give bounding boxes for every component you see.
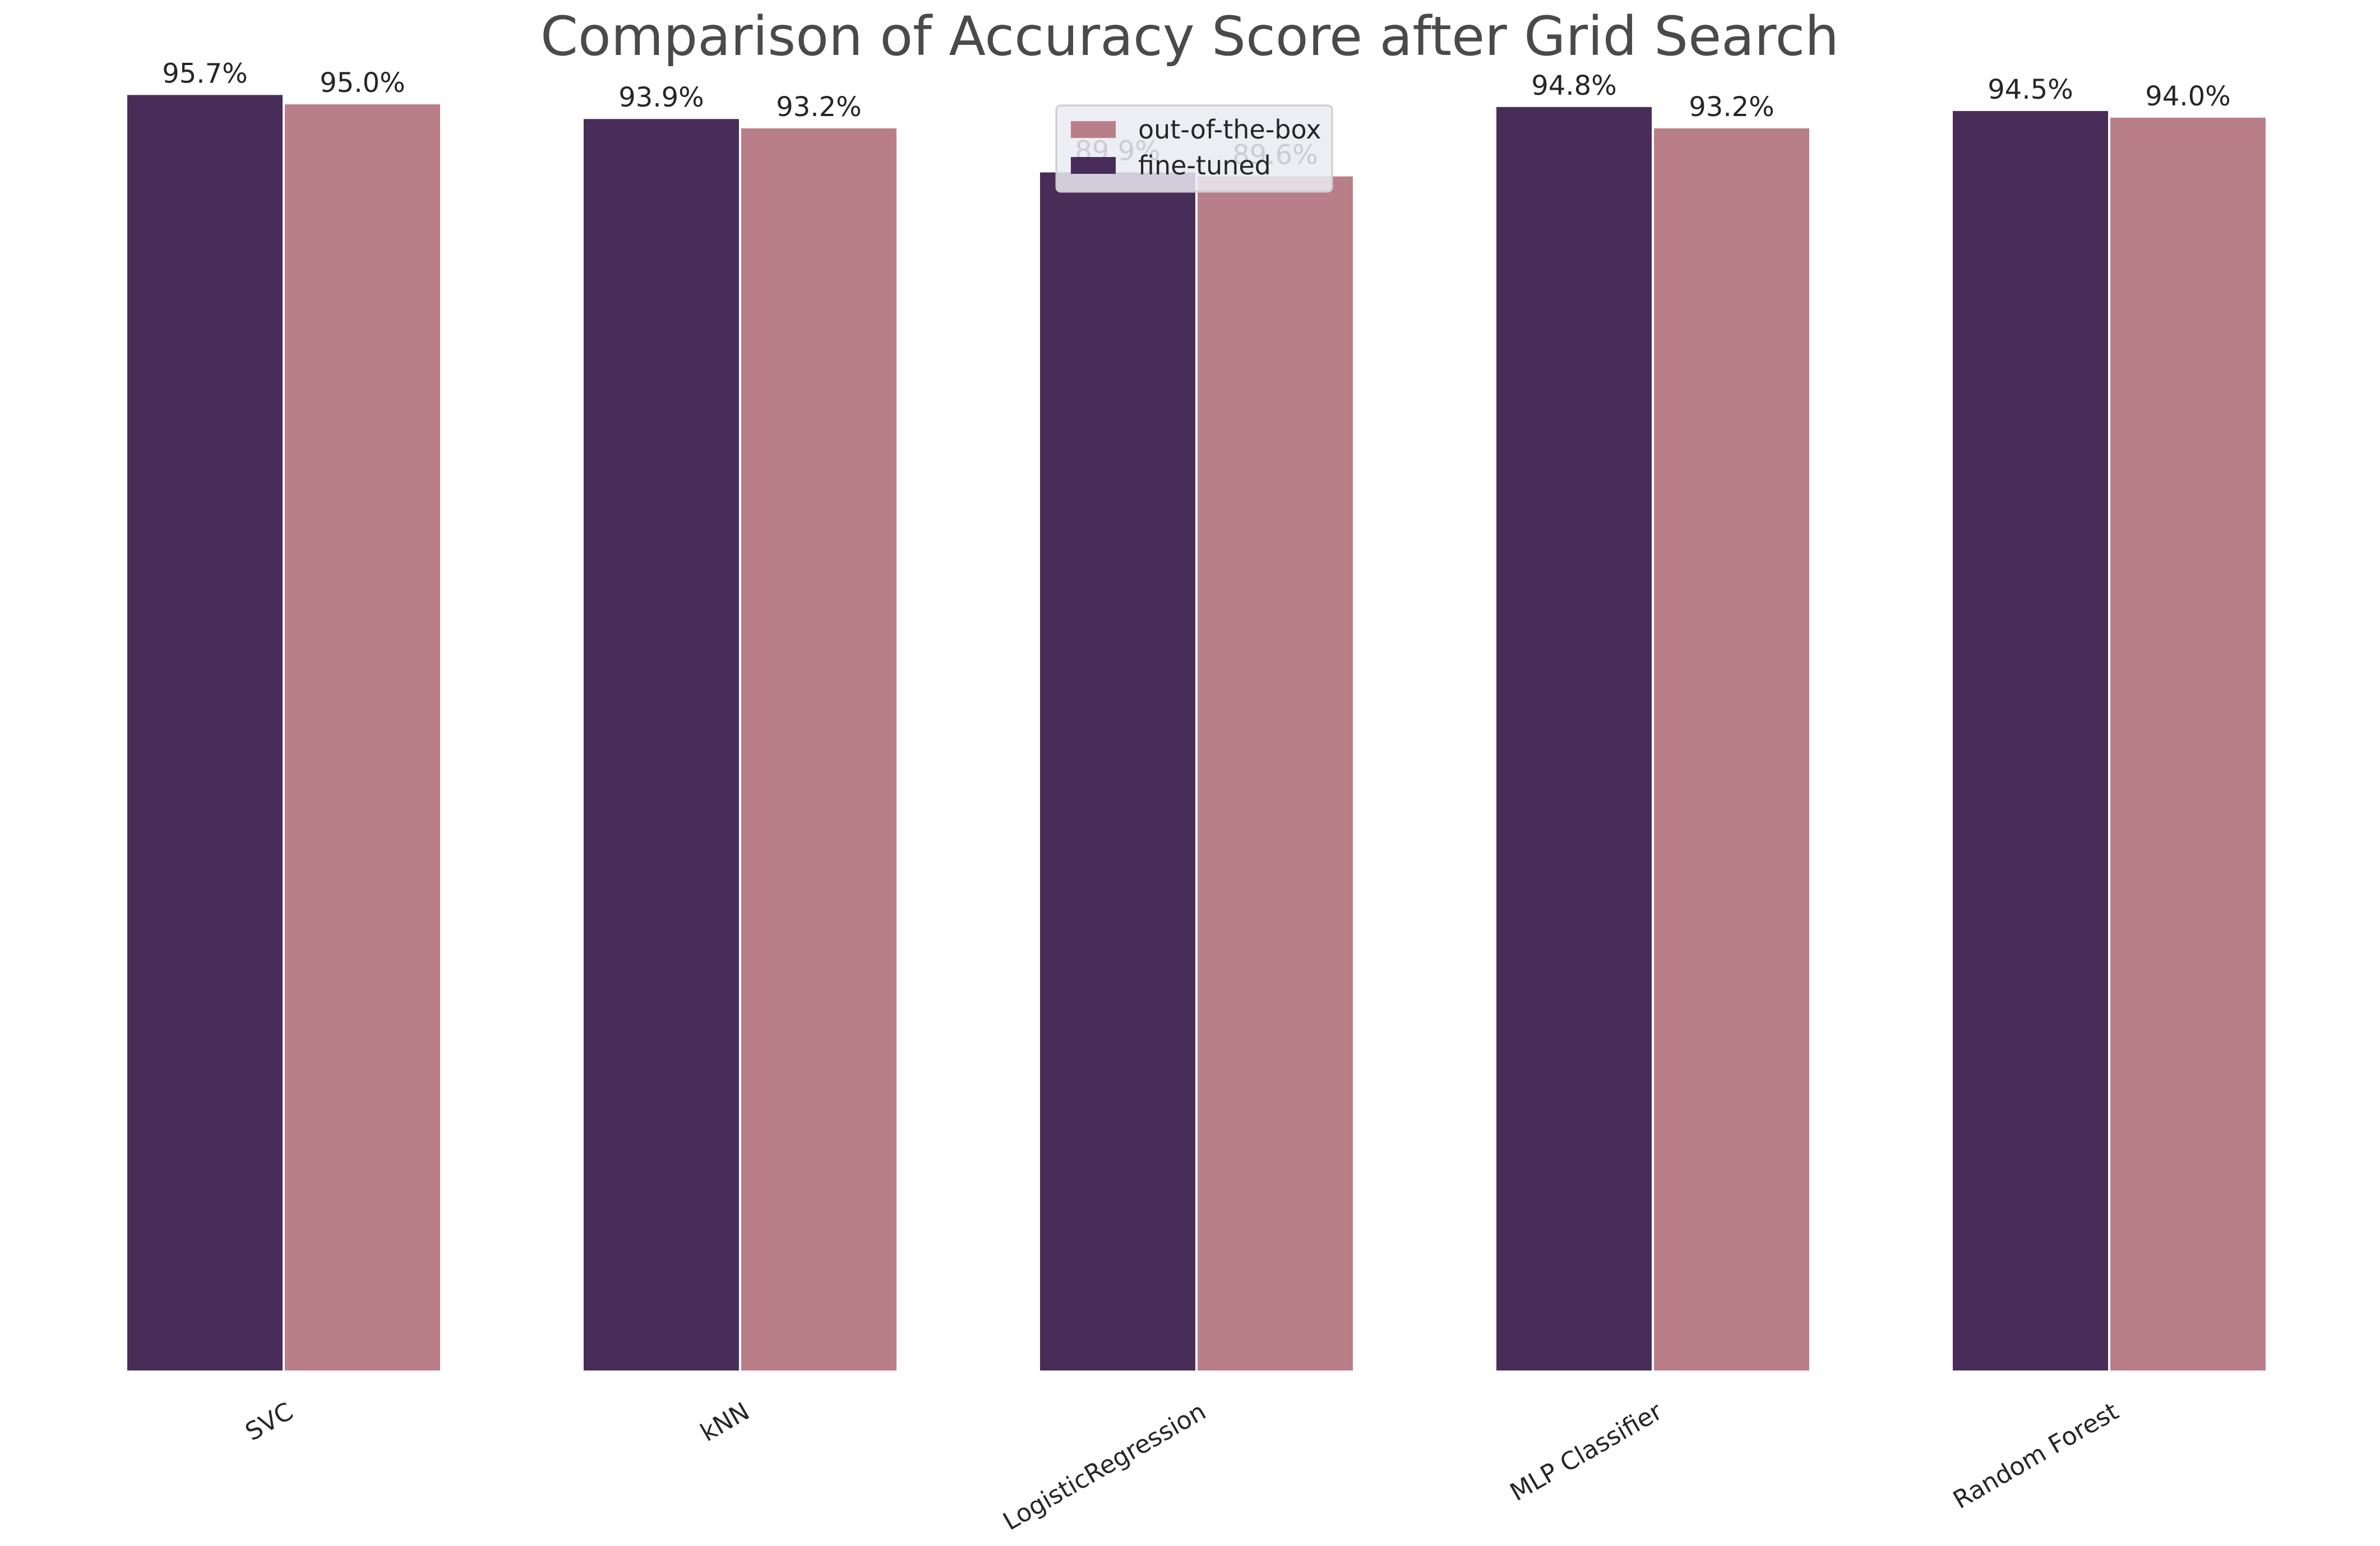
x-tick-label-logisticregression: LogisticRegression [999,1397,1211,1536]
bar-fine-tuned-logisticregression [1038,170,1198,1373]
x-tick-label-mlp-classifier: MLP Classifier [1505,1397,1667,1507]
bar-value-label: 95.0% [320,67,405,99]
x-tick-label-random-forest: Random Forest [1948,1397,2123,1515]
bar-out-of-the-box-random-forest [2108,115,2268,1373]
bar-out-of-the-box-svc [283,102,442,1373]
bar-fine-tuned-mlp-classifier [1494,104,1654,1373]
bar-fine-tuned-svc [125,93,285,1373]
bar-value-label: 94.5% [1988,74,2073,105]
bar-fine-tuned-random-forest [1951,108,2110,1373]
bar-out-of-the-box-logisticregression [1195,174,1355,1373]
bar-value-label: 93.2% [776,91,861,123]
x-tick-label-knn: kNN [696,1397,755,1447]
chart-title: Comparison of Accuracy Score after Grid … [540,5,1839,68]
legend-label-fine-tuned: fine-tuned [1138,150,1271,181]
bar-fine-tuned-knn [581,117,741,1373]
x-axis-tick-labels: SVC kNN LogisticRegression MLP Classifier Ra… [241,1397,2123,1536]
bar-out-of-the-box-knn [739,126,899,1373]
legend-frame [1055,104,1333,193]
bar-out-of-the-box-mlp-classifier [1652,126,1811,1373]
legend-swatch-out-of-the-box [1071,121,1116,138]
bar-value-label: 93.2% [1689,91,1774,123]
legend-label-out-of-the-box: out-of-the-box [1138,114,1321,145]
bars-layer [125,93,2268,1373]
bar-value-label: 94.8% [1531,70,1616,101]
legend-swatch-fine-tuned [1071,157,1116,174]
bar-value-label: 93.9% [618,82,704,113]
bar-value-label: 94.0% [2145,81,2230,112]
legend: out-of-the-box fine-tuned [1055,104,1333,193]
bar-value-label: 95.7% [162,58,247,89]
x-tick-label-svc: SVC [241,1397,298,1447]
